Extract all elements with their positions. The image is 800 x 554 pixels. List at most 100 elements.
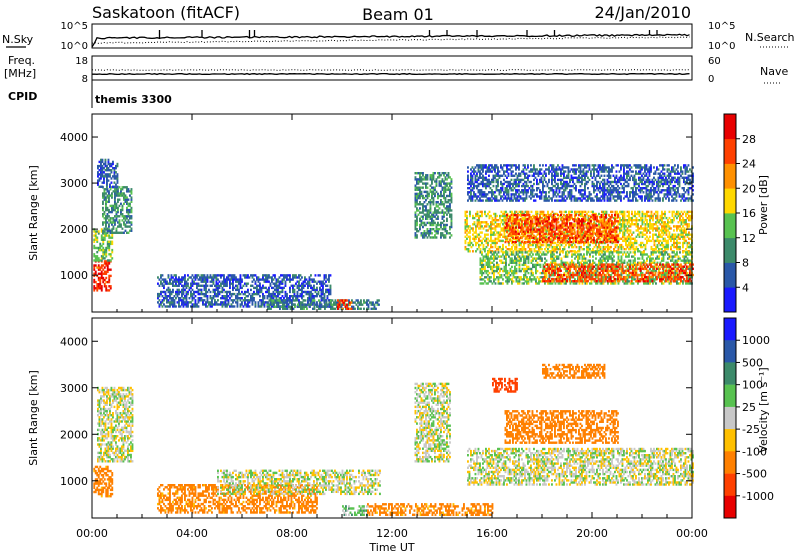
echo-cell (414, 188, 417, 191)
echo-cell (257, 303, 260, 306)
echo-cell (568, 237, 570, 240)
echo-cell (658, 233, 660, 236)
echo-cell (523, 223, 525, 226)
echo-cell (422, 215, 424, 218)
echo-cell (311, 280, 314, 283)
echo-cell (559, 248, 561, 251)
echo-cell (106, 215, 109, 218)
echo-cell (632, 223, 635, 226)
echo-cell (245, 276, 248, 279)
echo-cell (211, 303, 213, 306)
echo-cell (447, 201, 450, 204)
echo-cell (414, 225, 417, 229)
echo-cell (547, 233, 549, 236)
echo-cell (282, 303, 284, 306)
echo-cell (482, 245, 485, 249)
echo-cell (179, 290, 182, 294)
echo-cell (288, 299, 290, 302)
echo-cell (438, 184, 441, 187)
echo-cell (582, 240, 585, 244)
echo-cell (602, 237, 605, 240)
echo-cell (202, 301, 204, 304)
echo-cell (108, 242, 111, 246)
echo-cell (491, 227, 494, 230)
echo-cell (556, 243, 558, 247)
echo-cell (490, 214, 492, 218)
echo-cell (506, 216, 508, 219)
echo-cell (637, 223, 639, 226)
echo-cell (114, 223, 116, 226)
echo-cell (426, 186, 429, 189)
echo-cell (490, 231, 492, 234)
echo-cell (123, 196, 125, 199)
echo-cell (111, 231, 113, 234)
echo-cell (446, 188, 448, 191)
echo-cell (502, 214, 504, 218)
echo-cell (238, 292, 240, 296)
echo-cell (667, 221, 669, 224)
echo-cell (475, 212, 477, 216)
echo-cell (295, 299, 297, 302)
echo-cell (105, 248, 108, 252)
echo-cell (202, 278, 204, 281)
echo-cell (641, 233, 644, 236)
echo-cell (307, 290, 309, 294)
echo-cell (115, 213, 118, 216)
echo-cell (476, 214, 479, 218)
echo-cell (529, 248, 531, 251)
echo-cell (254, 274, 257, 277)
echo-cell (475, 229, 477, 232)
echo-cell (293, 292, 296, 296)
power-heatmap (93, 158, 694, 310)
echo-cell (420, 172, 423, 175)
echo-cell (532, 225, 534, 228)
echo-cell (416, 192, 418, 196)
echo-cell (176, 290, 179, 294)
echo-cell (274, 292, 276, 296)
echo-cell (414, 219, 417, 223)
echo-cell (482, 243, 485, 247)
echo-cell (614, 231, 617, 234)
echo-cell (549, 238, 552, 242)
echo-cell (226, 297, 228, 300)
echo-cell (521, 253, 524, 256)
echo-cell (108, 280, 111, 284)
echo-cell (290, 295, 293, 298)
echo-cell (414, 184, 417, 187)
echo-cell (274, 301, 277, 304)
echo-cell (298, 305, 301, 308)
echo-cell (631, 237, 633, 240)
echo-cell (628, 214, 630, 218)
echo-cell (484, 235, 486, 238)
echo-cell (278, 305, 281, 308)
echo-cell (302, 295, 305, 298)
echo-cell (271, 295, 273, 298)
echo-cell (620, 225, 623, 228)
echo-cell (217, 303, 219, 306)
echo-cell (114, 200, 116, 203)
echo-cell (175, 305, 177, 308)
echo-cell (679, 216, 681, 220)
echo-cell (206, 284, 209, 287)
echo-cell (493, 253, 495, 256)
echo-cell (357, 301, 359, 304)
echo-cell (419, 180, 421, 183)
echo-cell (637, 248, 639, 251)
echo-cell (584, 213, 586, 217)
echo-cell (484, 248, 486, 251)
echo-cell (298, 299, 300, 302)
echo-cell (641, 216, 644, 220)
echo-cell (539, 219, 542, 222)
echo-cell (423, 230, 426, 233)
echo-cell (203, 295, 206, 298)
echo-cell (417, 194, 420, 198)
echo-cell (196, 276, 198, 279)
echo-cell (108, 228, 111, 231)
echo-cell (518, 238, 520, 242)
echo-cell (251, 301, 254, 304)
echo-cell (506, 239, 509, 243)
echo-cell (417, 203, 420, 206)
echo-cell (491, 223, 494, 226)
echo-cell (496, 223, 498, 226)
echo-cell (444, 196, 447, 200)
